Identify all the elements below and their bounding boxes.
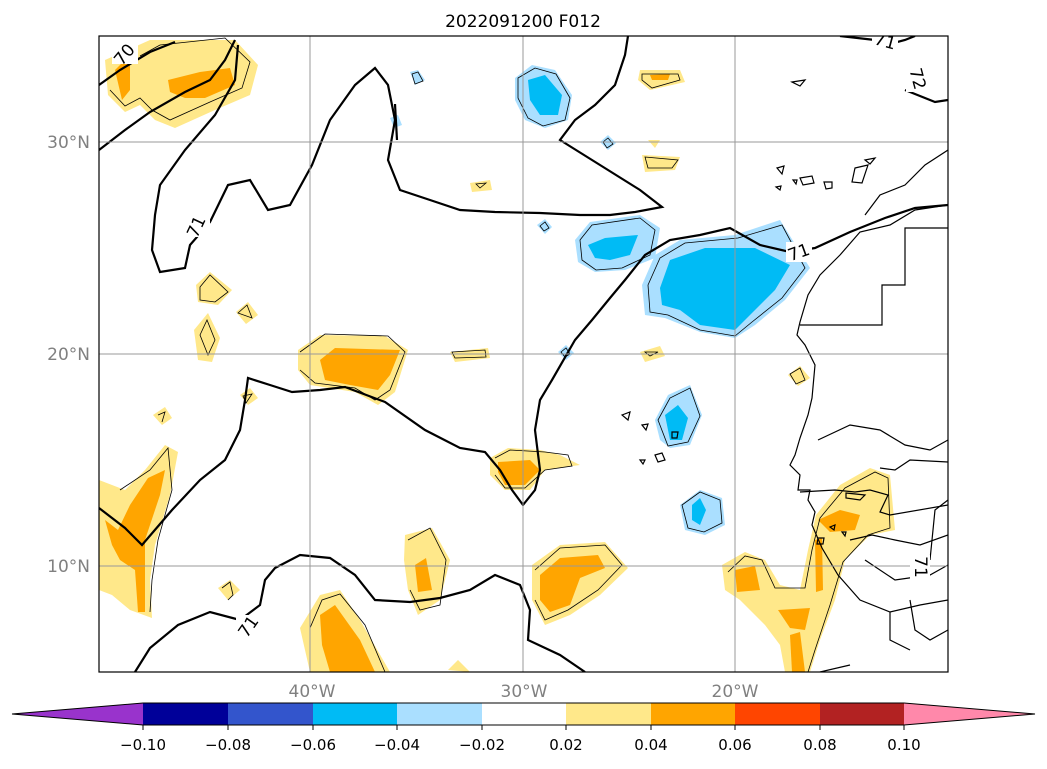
lat-label: 10°N <box>47 557 90 577</box>
lon-label: 20°W <box>712 682 759 702</box>
colorbar-tick-label: 0.06 <box>718 736 751 754</box>
map-area: 70 71 71 71 71 72 71 <box>99 30 948 672</box>
map-frame <box>98 35 949 673</box>
lat-label: 20°N <box>47 345 90 365</box>
contour-label: 71 <box>872 30 898 55</box>
colorbar-tick-label: −0.06 <box>290 736 336 754</box>
colorbar-segment <box>143 703 228 725</box>
latitude-labels: 30°N 20°N 10°N <box>47 133 90 577</box>
colorbar-tick-labels: −0.10 −0.08 −0.06 −0.04 −0.02 0.02 0.04 … <box>120 736 921 754</box>
colorbar-tick-label: 0.04 <box>634 736 667 754</box>
lat-label: 30°N <box>47 133 90 153</box>
colorbar-segment <box>482 703 566 725</box>
figure-title: 2022091200 F012 <box>445 12 601 32</box>
colorbar-segment <box>566 703 651 725</box>
colorbar-tick-label: −0.08 <box>205 736 251 754</box>
colorbar-tick-label: −0.10 <box>120 736 166 754</box>
colorbar-segment <box>313 703 397 725</box>
colorbar-tick-label: −0.02 <box>459 736 505 754</box>
colorbar-segment <box>228 703 313 725</box>
gridlines <box>99 36 948 672</box>
lon-label: 40°W <box>289 682 336 702</box>
colorbar-segment <box>820 703 904 725</box>
longitude-labels: 40°W 30°W 20°W <box>289 682 759 702</box>
coastlines <box>620 79 948 672</box>
negative-field-cyan <box>528 75 790 525</box>
contour-label: 71 <box>910 556 930 578</box>
thin-contours <box>109 37 891 672</box>
colorbar-segment <box>735 703 820 725</box>
lon-label: 30°W <box>501 682 548 702</box>
colorbar-ticks <box>142 725 905 730</box>
colorbar-tick-label: 0.08 <box>803 736 836 754</box>
colorbar-tick-label: −0.04 <box>374 736 420 754</box>
colorbar-segment <box>397 703 482 725</box>
colorbar-tick-label: 0.10 <box>887 736 920 754</box>
colorbar-extend-min <box>12 703 143 725</box>
colorbar-extend-max <box>904 703 1035 725</box>
colorbar-segment <box>651 703 735 725</box>
colorbar-tick-label: 0.02 <box>549 736 582 754</box>
contour-label-group: 70 71 71 71 71 72 71 <box>110 30 930 642</box>
colorbar: −0.10 −0.08 −0.06 −0.04 −0.02 0.02 0.04 … <box>11 702 1036 754</box>
